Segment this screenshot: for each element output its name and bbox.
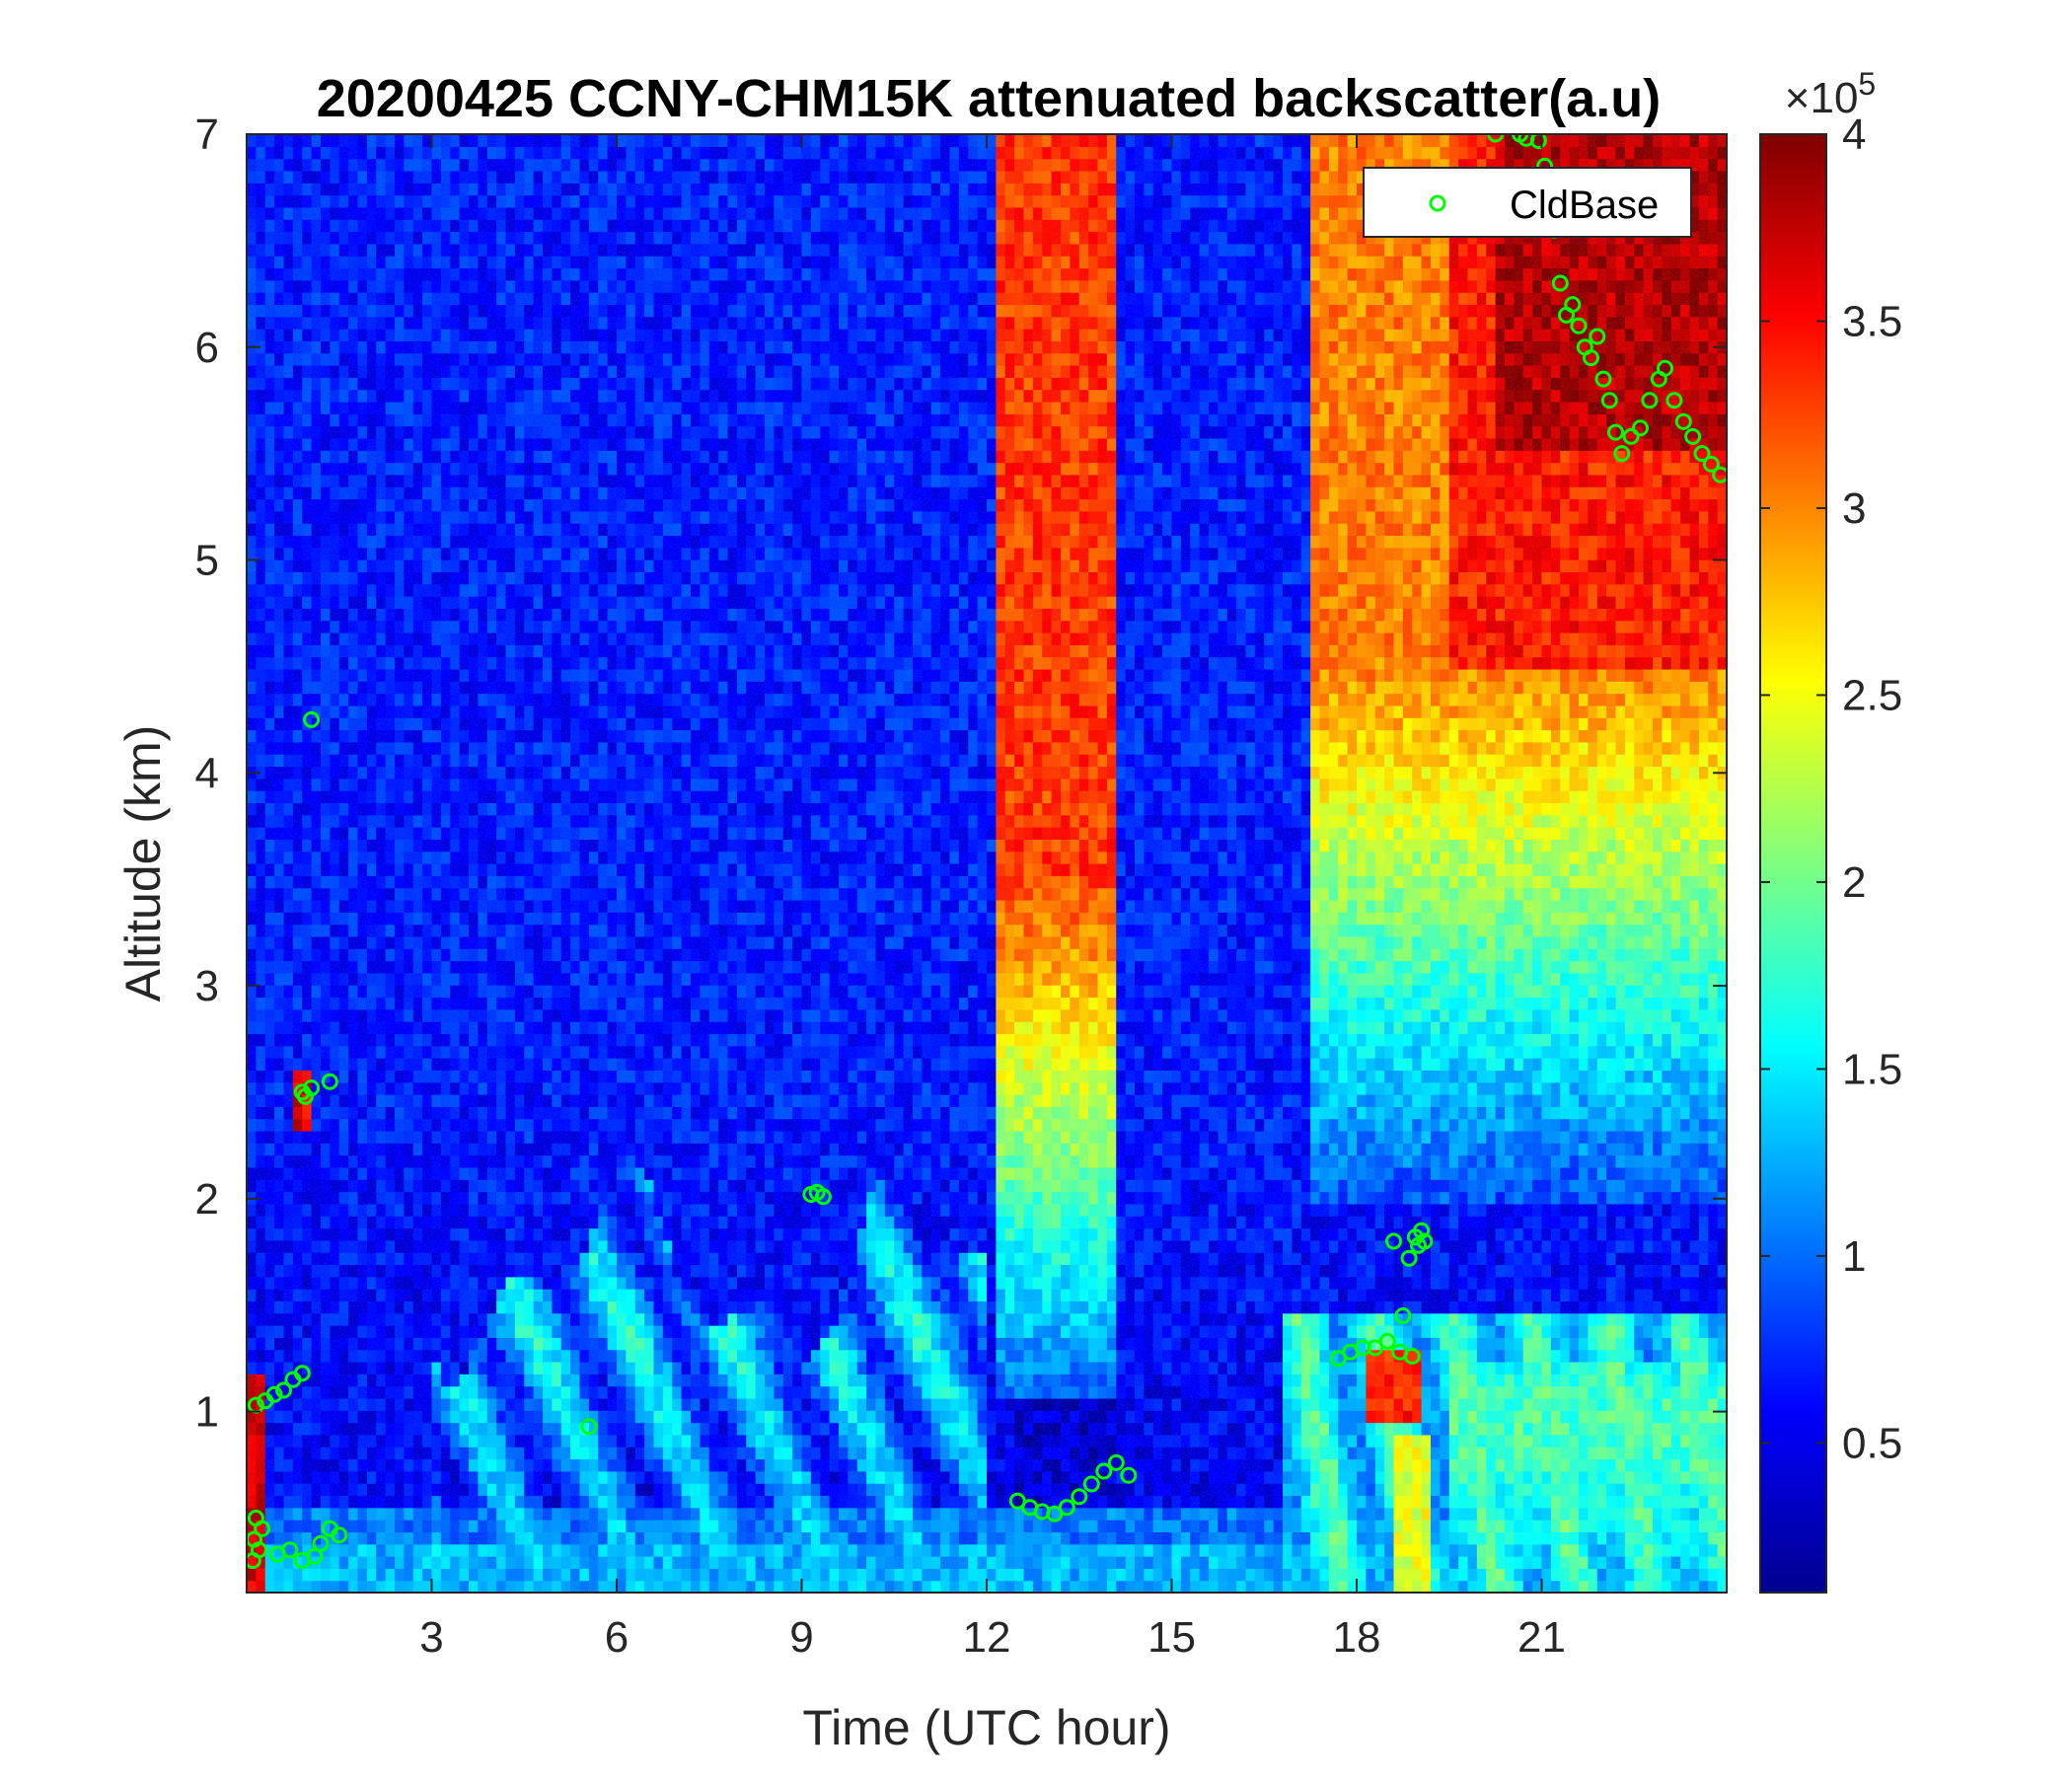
chart-title: 20200425 CCNY-CHM15K attenuated backscat… <box>317 69 1662 128</box>
plot-area <box>246 127 1727 1594</box>
